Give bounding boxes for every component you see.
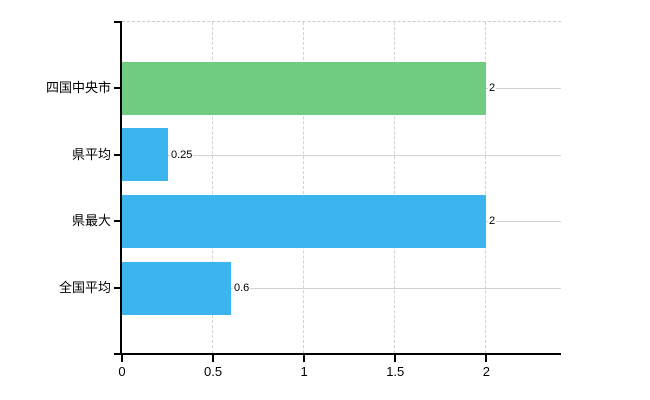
y-axis-tick [114,287,121,289]
x-axis-tick [485,355,488,362]
bar-value-label: 0.25 [170,148,194,162]
x-axis-line [114,353,561,355]
category-label: 全国平均 [58,280,111,295]
horizontal-gridline [122,288,561,289]
x-axis-tick [394,355,397,362]
bar-value-label: 2 [488,214,497,228]
vertical-gridline [394,22,396,353]
bar-4 [122,262,231,315]
plot-top-border [122,21,561,22]
x-tick-label: 0.5 [204,364,223,379]
vertical-gridline [212,22,214,353]
bar-value-label: 2 [488,81,497,95]
bar-1 [122,62,486,115]
y-axis-line [120,21,122,355]
y-axis-top-tick [114,21,121,23]
bar-value-label: 0.6 [233,281,251,295]
y-axis-tick [114,87,121,89]
x-tick-label: 1 [300,364,308,379]
x-axis-tick [121,355,123,362]
x-tick-label: 1.5 [386,364,405,379]
category-label: 県最大 [71,213,111,228]
category-label: 県平均 [71,147,111,162]
x-tick-label: 0 [118,364,126,379]
bar-3 [122,195,486,248]
x-axis-tick [212,355,215,362]
x-axis-tick [303,355,306,362]
category-label: 四国中央市 [45,80,111,95]
y-axis-tick [114,154,121,156]
x-tick-label: 2 [482,364,490,379]
horizontal-gridline [122,155,561,156]
vertical-gridline [485,22,487,353]
y-axis-tick [114,220,121,222]
vertical-gridline [303,22,305,353]
bar-2 [122,128,168,181]
